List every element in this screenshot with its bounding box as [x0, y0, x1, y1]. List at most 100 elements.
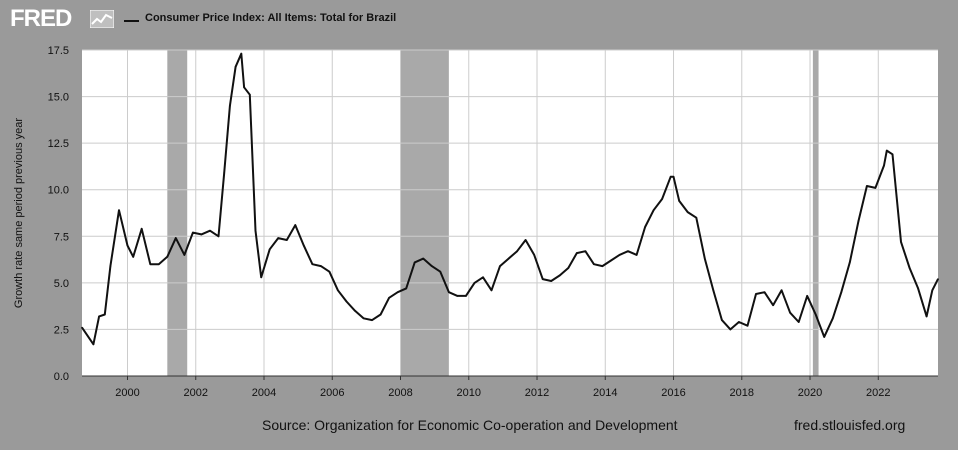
data-point	[209, 229, 211, 232]
data-point	[126, 244, 129, 247]
data-point	[320, 265, 322, 267]
data-point	[593, 263, 595, 266]
data-point	[337, 289, 339, 292]
data-point	[217, 235, 220, 238]
data-point	[140, 228, 143, 230]
data-point	[439, 270, 442, 273]
y-tick-label: 2.5	[54, 324, 69, 336]
data-point	[908, 267, 911, 269]
data-point	[431, 265, 433, 267]
data-point	[823, 336, 825, 338]
data-point	[533, 254, 535, 256]
data-point	[345, 300, 348, 303]
data-point	[712, 289, 715, 292]
data-point	[721, 319, 723, 321]
data-point	[499, 265, 501, 267]
data-point	[559, 274, 561, 277]
data-point	[797, 321, 800, 323]
data-point	[490, 289, 493, 292]
x-tick-label: 2008	[388, 387, 412, 399]
data-point	[422, 257, 425, 260]
data-point	[541, 278, 544, 280]
y-tick-label: 5.0	[54, 278, 69, 290]
data-point	[234, 66, 237, 68]
recession-band	[812, 50, 819, 376]
data-point	[81, 326, 83, 329]
recession-band	[167, 50, 188, 376]
data-point	[98, 315, 100, 318]
data-point	[388, 297, 390, 299]
data-point	[516, 250, 518, 252]
data-point	[746, 324, 749, 327]
data-point	[610, 259, 612, 262]
y-tick-label: 10.0	[48, 185, 69, 197]
data-point	[601, 265, 604, 267]
data-point	[277, 237, 280, 239]
plot-area	[82, 50, 938, 376]
data-point	[814, 313, 817, 316]
x-tick-label: 2016	[661, 387, 685, 399]
data-point	[192, 231, 194, 234]
data-point	[243, 86, 245, 89]
data-point	[686, 211, 689, 213]
data-point	[371, 319, 373, 321]
data-point	[635, 254, 638, 256]
data-point	[763, 291, 766, 294]
data-point	[618, 254, 621, 256]
x-tick-label: 2020	[798, 387, 822, 399]
data-point	[354, 310, 356, 312]
data-point	[92, 343, 95, 346]
y-tick-label: 12.5	[48, 138, 69, 150]
data-point	[849, 261, 851, 264]
data-point	[405, 287, 408, 290]
x-tick-label: 2002	[184, 387, 208, 399]
data-point	[695, 216, 698, 219]
data-point	[806, 295, 808, 297]
data-point	[669, 175, 672, 178]
legend-line-swatch	[124, 20, 139, 22]
data-point	[456, 295, 459, 297]
data-point	[672, 175, 675, 178]
data-point	[925, 315, 928, 318]
data-point	[104, 313, 106, 316]
data-point	[507, 257, 510, 260]
fred-logo[interactable]: FRED	[10, 5, 72, 32]
data-point	[166, 255, 169, 258]
data-point	[223, 172, 225, 174]
trend-chart-icon	[90, 10, 114, 28]
data-point	[652, 209, 655, 211]
data-point	[149, 263, 152, 266]
data-point	[678, 200, 680, 202]
x-tick-label: 2012	[525, 387, 549, 399]
fred-url-link[interactable]: fred.stlouisfed.org	[794, 417, 906, 433]
data-point	[840, 291, 843, 294]
x-tick-label: 2014	[593, 387, 617, 399]
x-tick-label: 2022	[866, 387, 890, 399]
data-point	[704, 257, 706, 260]
data-point	[524, 239, 527, 241]
data-point	[550, 280, 552, 282]
data-point	[584, 250, 587, 252]
y-axis-label: Growth rate same period previous year	[13, 118, 25, 308]
data-point	[109, 265, 112, 267]
data-point	[661, 198, 663, 200]
x-tick-label: 2006	[320, 387, 344, 399]
data-point	[286, 239, 288, 241]
data-point	[328, 270, 331, 273]
data-point	[886, 149, 888, 152]
data-point	[396, 291, 399, 294]
data-point	[931, 289, 934, 292]
series-line	[81, 52, 939, 346]
data-point	[200, 233, 203, 236]
data-point	[772, 304, 774, 307]
data-point	[132, 255, 134, 258]
data-point	[303, 244, 305, 247]
data-point	[738, 321, 740, 323]
data-point	[482, 276, 484, 279]
data-point	[448, 291, 450, 294]
data-point	[874, 187, 877, 189]
source-note: Source: Organization for Economic Co-ope…	[262, 417, 678, 433]
data-point	[900, 241, 902, 243]
y-tick-label: 0.0	[54, 371, 69, 383]
data-point	[937, 278, 939, 280]
